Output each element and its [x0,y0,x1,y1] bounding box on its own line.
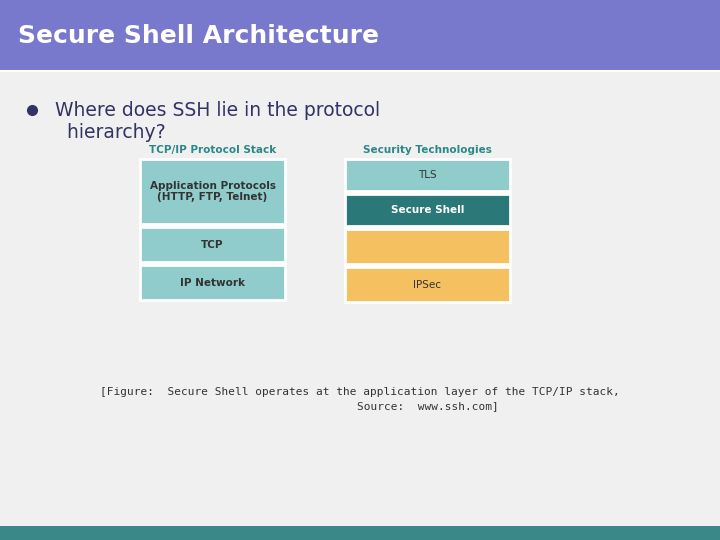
Text: Secure Shell: Secure Shell [391,205,464,215]
Bar [345,194,510,226]
Text: Where does SSH lie in the protocol: Where does SSH lie in the protocol [55,100,380,119]
Bar [0,0,720,72]
Text: TCP/IP Protocol Stack: TCP/IP Protocol Stack [149,145,276,155]
Text: [Figure:  Secure Shell operates at the application layer of the TCP/IP stack,: [Figure: Secure Shell operates at the ap… [100,387,620,397]
Text: TCP: TCP [202,240,224,249]
Bar [140,159,285,224]
Bar [140,265,285,300]
Text: Application Protocols
(HTTP, FTP, Telnet): Application Protocols (HTTP, FTP, Telnet… [150,181,276,202]
Bar [0,526,720,540]
Bar [140,227,285,262]
Text: Security Technologies: Security Technologies [363,145,492,155]
Bar [345,267,510,302]
Text: IP Network: IP Network [180,278,245,287]
Text: TLS: TLS [418,170,437,180]
Bar [345,159,510,191]
Text: Source:  www.ssh.com]: Source: www.ssh.com] [222,401,498,411]
Text: Secure Shell Architecture: Secure Shell Architecture [18,24,379,48]
Bar [345,229,510,264]
Text: IPSec: IPSec [413,280,441,289]
Text: hierarchy?: hierarchy? [55,123,166,141]
